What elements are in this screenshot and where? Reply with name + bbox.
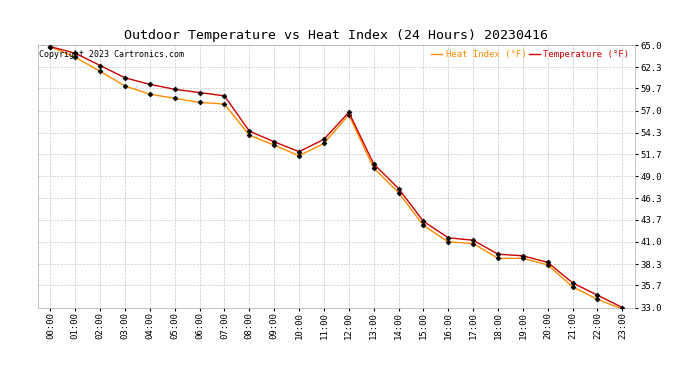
Text: Copyright 2023 Cartronics.com: Copyright 2023 Cartronics.com <box>39 50 184 59</box>
Legend: Heat Index (°F), Temperature (°F): Heat Index (°F), Temperature (°F) <box>428 47 633 63</box>
Title: Outdoor Temperature vs Heat Index (24 Hours) 20230416: Outdoor Temperature vs Heat Index (24 Ho… <box>124 30 549 42</box>
